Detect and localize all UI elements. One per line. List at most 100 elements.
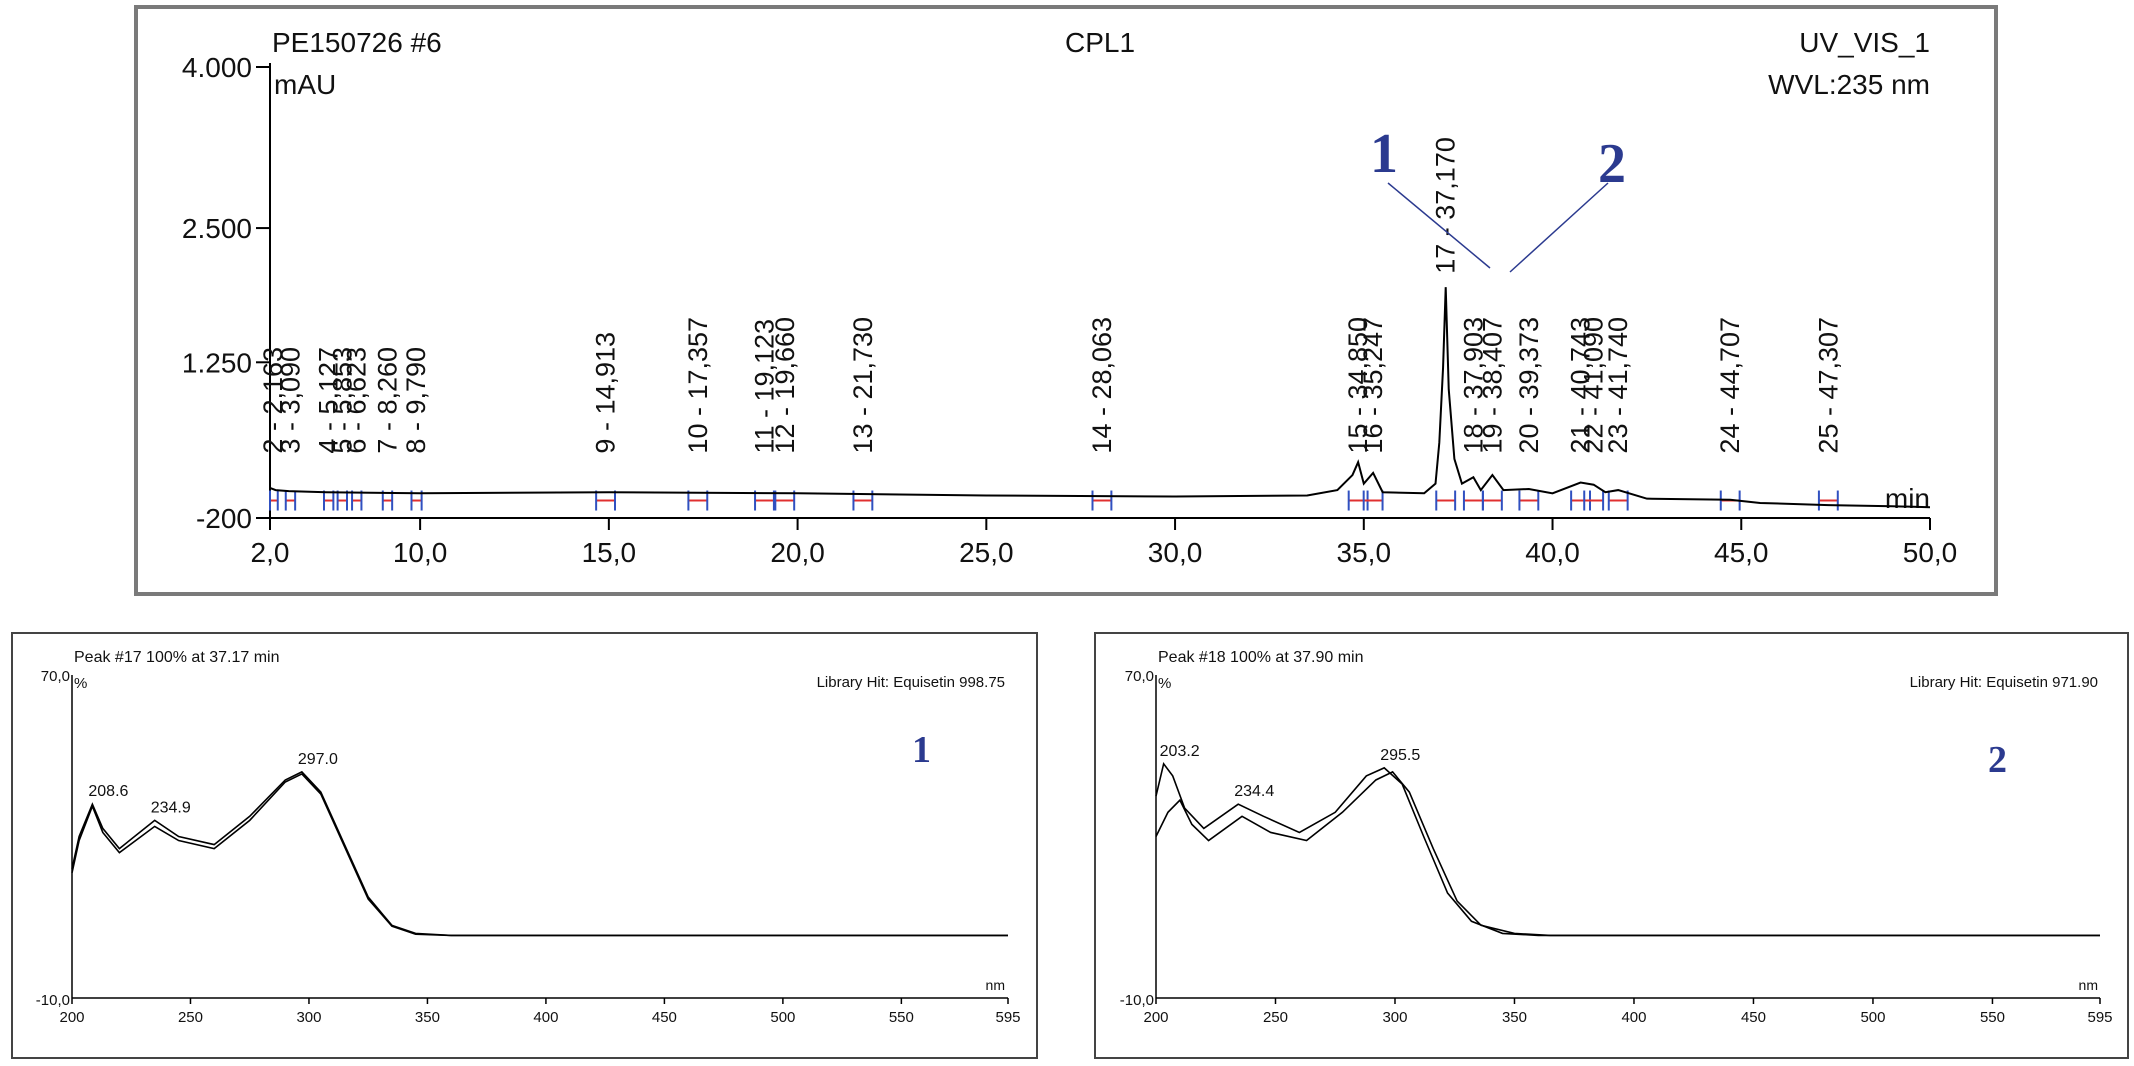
spectrum-curve-1 [1155,761,2100,937]
spectrum-x-tick-label: 595 [995,1009,1020,1026]
annotation-2-line [1509,182,1609,273]
chromatogram-peak-label: 16 - 35,247 [1358,317,1388,454]
spectrum-x-tick-label: 500 [770,1009,795,1026]
chromatogram-peak-label: 24 - 44,707 [1715,317,1745,454]
chromatogram-peak-label: 14 - 28,063 [1087,317,1117,454]
chromatogram-header-left: PE150726 #6 [272,27,442,58]
spectrum-panel-peak-18: Peak #18 100% at 37.90 min Library Hit: … [1094,632,2129,1059]
chromatogram-peak-label: 5 - 5,853 [327,347,357,454]
chromatogram-peak-label: 10 - 17,357 [683,317,713,454]
spectrum-curve-1 [71,770,1008,937]
spectrum-x-tick-label: 200 [1143,1009,1168,1026]
chromatogram-peak-label: 9 - 14,913 [591,332,621,454]
chromatogram-x-unit: min [1885,483,1930,514]
spectrum-1-ytick-bottom: -10,0 [36,992,70,1009]
annotation-2-label: 2 [1598,133,1626,195]
chromatogram-peak-label: 19 - 38,407 [1477,317,1507,454]
spectrum-x-tick-label: 550 [889,1009,914,1026]
chromatogram-peak-label: 13 - 21,730 [848,317,878,454]
spectrum-x-tick-label: 350 [1502,1009,1527,1026]
chromatogram-x-tick-label: 10,0 [393,537,448,568]
chromatogram-peak-label: 15 - 34,850 [1343,317,1373,454]
spectrum-2-ytick-top: 70,0 [1125,668,1154,685]
spectrum-1-library-hit: Library Hit: Equisetin 998.75 [817,674,1005,691]
chromatogram-header-right: UV_VIS_1 [1799,27,1930,58]
chromatogram-x-tick-label: 2,0 [251,537,290,568]
chromatogram-y-tick-label: -200 [196,503,252,534]
spectrum-panel-peak-17: Peak #17 100% at 37.17 min Library Hit: … [11,632,1038,1059]
chromatogram-x-tick-label: 30,0 [1148,537,1203,568]
chromatogram-x-tick-label: 20,0 [770,537,825,568]
spectrum-2-header: Peak #18 100% at 37.90 min [1158,649,1363,666]
spectrum-x-tick-label: 500 [1860,1009,1885,1026]
spectrum-curve-2 [71,772,1008,937]
spectrum-2-curves [1155,761,2100,937]
chromatogram-y-tick-label: 2.500 [182,213,252,244]
chromatogram-peak-label: 4 - 5,127 [314,347,344,454]
spectrum-peak-label: 203.2 [1160,743,1200,760]
spectrum-2-panel-label: 2 [1988,739,2007,781]
spectrum-1-ytick-top: 70,0 [41,668,70,685]
spectrum-1-header: Peak #17 100% at 37.17 min [74,649,279,666]
spectrum-2-peak-labels: 203.2 234.4 295.5 [1160,743,1421,800]
spectrum-x-tick-label: 300 [296,1009,321,1026]
chromatogram-y-ticks: -200 1.250 2.500 4.000 [182,52,270,534]
spectrum-x-tick-label: 400 [533,1009,558,1026]
spectrum-x-tick-label: 450 [1741,1009,1766,1026]
chromatogram-peak-label: 3 - 3,090 [275,347,305,454]
chromatogram-panel: PE150726 #6 CPL1 UV_VIS_1 WVL:235 nm mAU… [134,5,1998,596]
chromatogram-peak-label: 12 - 19,660 [770,317,800,454]
chromatogram-peak-label: 6 - 6,623 [342,347,372,454]
chromatogram-y-tick-label: 4.000 [182,52,252,83]
spectrum-1-peak-labels: 208.6 234.9 297.0 [88,751,338,816]
spectrum-2-x-ticks: 200 250 300 350 400 450 500 550 595 [1143,998,2113,1026]
chromatogram-x-tick-label: 50,0 [1903,537,1958,568]
chromatogram-peak-label: 11 - 19,123 [749,319,779,454]
chromatogram-frame [134,5,1998,596]
spectrum-peak-label: 297.0 [298,751,338,768]
chromatogram-x-ticks: 2,0 10,0 15,0 20,0 25,0 30,0 35,0 40,0 45,0 50,0 [251,518,1958,568]
chromatogram-wavelength: WVL:235 nm [1768,69,1930,100]
chromatogram-x-tick-label: 15,0 [582,537,637,568]
chromatogram-peak-label: 22 - 41,090 [1579,317,1609,454]
chromatogram-peak-label: 25 - 47,307 [1813,317,1843,454]
spectrum-2-x-unit: nm [2079,977,2098,993]
spectrum-2-library-hit: Library Hit: Equisetin 971.90 [1910,674,2098,691]
annotation-1-label: 1 [1370,123,1398,185]
chromatogram-x-tick-label: 45,0 [1714,537,1769,568]
spectrum-x-tick-label: 200 [59,1009,84,1026]
chromatogram-peak-label: 20 - 39,373 [1514,317,1544,454]
spectrum-x-tick-label: 550 [1980,1009,2005,1026]
spectrum-1-y-unit: % [74,675,87,692]
spectrum-peak-label: 234.4 [1234,783,1274,800]
spectrum-x-tick-label: 400 [1621,1009,1646,1026]
chromatogram-trace [269,287,1931,509]
spectrum-peak-label: 234.9 [151,799,191,816]
chromatogram-title: CPL1 [1065,27,1135,58]
spectrum-2-frame [1094,632,2129,1059]
spectrum-x-tick-label: 300 [1382,1009,1407,1026]
chromatogram-y-unit: mAU [274,69,336,100]
spectrum-1-frame [11,632,1038,1059]
chromatogram-peak-label: 23 - 41,740 [1603,317,1633,454]
chromatogram-y-tick-label: 1.250 [182,347,252,378]
chromatogram-peak-label: 2 - 2,163 [258,347,288,454]
chromatogram-x-tick-label: 40,0 [1525,537,1580,568]
spectrum-x-tick-label: 595 [2087,1009,2112,1026]
chromatogram-peak-label: 7 - 8,260 [372,347,402,454]
spectrum-curve-2 [1155,770,2100,937]
chromatogram-x-tick-label: 25,0 [959,537,1014,568]
spectrum-1-curves [71,770,1008,937]
spectrum-1-panel-label: 1 [912,729,931,771]
spectrum-x-tick-label: 250 [178,1009,203,1026]
chromatogram-peak-label: 8 - 9,790 [401,347,431,454]
spectrum-x-tick-label: 350 [415,1009,440,1026]
chromatogram-peak-label: 21 - 40,743 [1566,317,1596,454]
spectrum-peak-label: 208.6 [88,783,128,800]
chromatogram-peak-label: 17 - 37,170 [1431,137,1461,274]
spectrum-1-x-ticks: 200 250 300 350 400 450 500 550 595 [59,998,1021,1026]
spectrum-x-tick-label: 250 [1263,1009,1288,1026]
spectrum-2-y-unit: % [1158,675,1171,692]
